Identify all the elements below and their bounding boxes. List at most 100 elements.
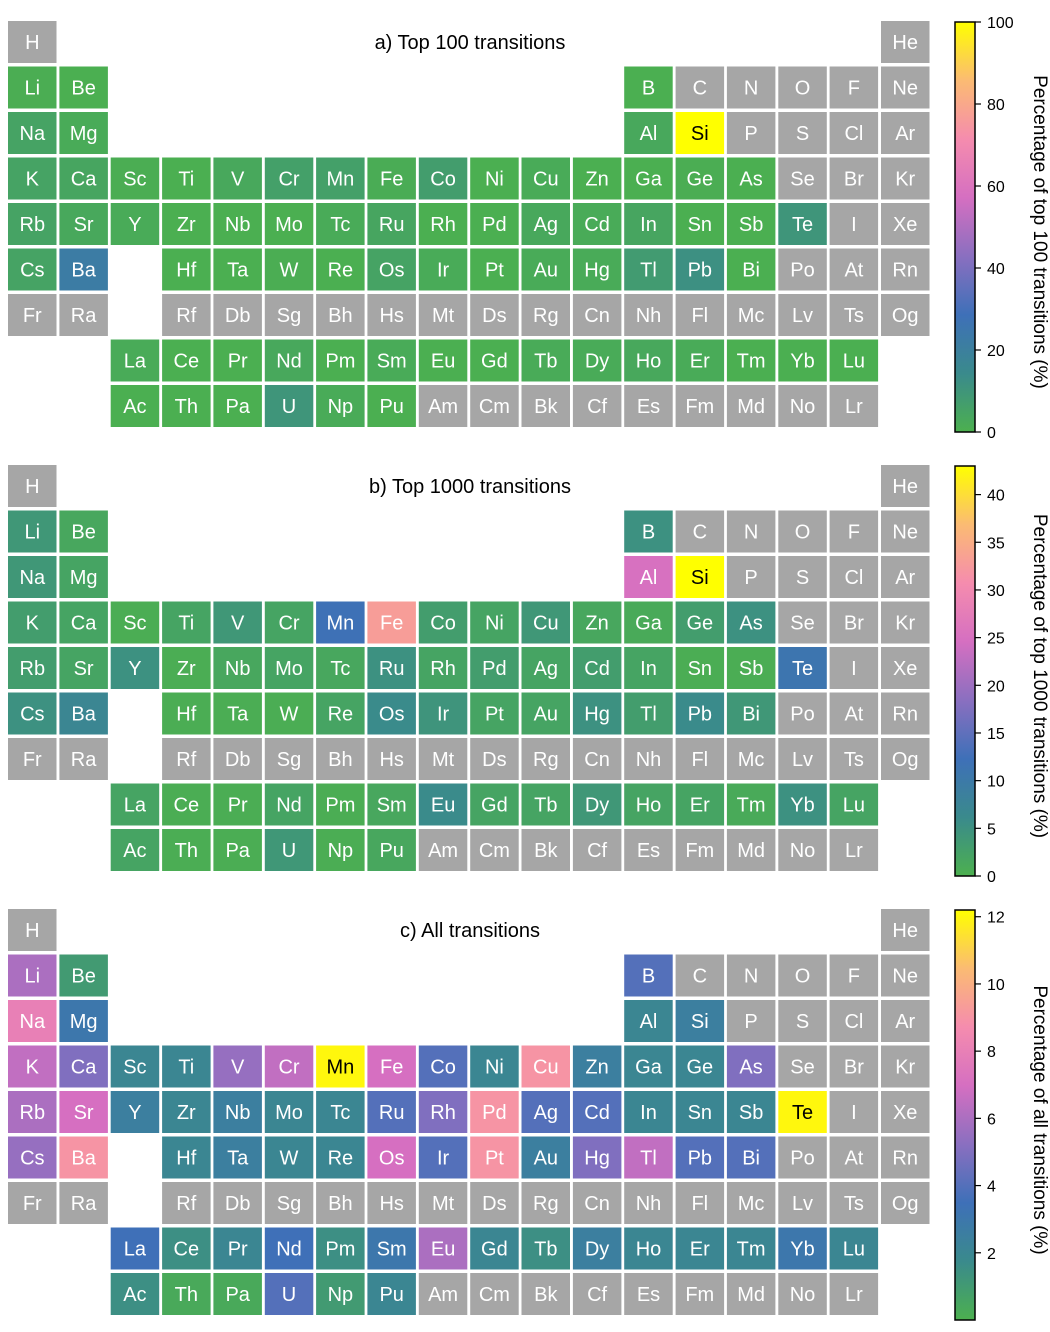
cell-label-Ag: Ag bbox=[534, 214, 558, 236]
cell-label-V: V bbox=[231, 613, 245, 635]
cell-label-Gd: Gd bbox=[481, 351, 508, 373]
cell-Au bbox=[521, 692, 570, 735]
cell-Mt bbox=[418, 738, 468, 780]
cell-label-As: As bbox=[739, 1057, 762, 1079]
panel-svg: H He Li Be B C N O F Ne Na Mg Al Si P S Cl Ar K Ca Sc Ti V Cr Mn… bbox=[8, 465, 1050, 886]
cell-Nd bbox=[264, 1227, 314, 1270]
cell-label-Ca: Ca bbox=[71, 169, 97, 191]
cell-Y bbox=[110, 203, 160, 245]
cell-Mn bbox=[316, 601, 365, 644]
cell-label-Ta: Ta bbox=[227, 1148, 249, 1170]
cell-label-Ts: Ts bbox=[844, 1193, 864, 1215]
cell-label-Og: Og bbox=[892, 305, 919, 327]
cell-label-Mn: Mn bbox=[327, 1057, 355, 1079]
cell-label-Xe: Xe bbox=[893, 214, 917, 236]
cell-Be bbox=[59, 954, 108, 997]
cell-label-Bh: Bh bbox=[328, 305, 352, 327]
cell-Cr bbox=[264, 1045, 314, 1088]
colorbar-label: Percentage of top 1000 transitions (%) bbox=[1029, 514, 1050, 838]
cell-label-Ga: Ga bbox=[635, 169, 663, 191]
cell-P bbox=[726, 1000, 776, 1042]
cell-label-Pr: Pr bbox=[228, 795, 248, 817]
cell-Dy bbox=[572, 339, 622, 382]
cell-U bbox=[264, 385, 314, 427]
cell-Ta bbox=[213, 248, 262, 291]
cell-Mt bbox=[418, 294, 468, 336]
cell-label-Ce: Ce bbox=[174, 1239, 200, 1261]
cell-label-Hg: Hg bbox=[584, 260, 610, 282]
cell-label-Ce: Ce bbox=[174, 351, 200, 373]
cell-label-Sg: Sg bbox=[277, 305, 301, 327]
cell-Pu bbox=[367, 829, 416, 871]
cell-Os bbox=[367, 1136, 416, 1179]
cell-Te bbox=[778, 647, 827, 689]
cell-label-Pt: Pt bbox=[485, 260, 504, 282]
cell-Lu bbox=[829, 1227, 879, 1270]
cell-Np bbox=[316, 1273, 365, 1315]
cell-Fl bbox=[675, 738, 725, 780]
cell-Be bbox=[59, 66, 108, 109]
cell-label-V: V bbox=[231, 1057, 245, 1079]
cell-label-Bk: Bk bbox=[534, 1284, 558, 1306]
cell-label-In: In bbox=[640, 658, 657, 680]
cell-label-Pr: Pr bbox=[228, 1239, 248, 1261]
cell-Tc bbox=[316, 1091, 365, 1133]
cell-V bbox=[213, 601, 262, 644]
cell-Cd bbox=[572, 203, 622, 245]
cell-Ds bbox=[470, 294, 519, 336]
cell-S bbox=[778, 556, 827, 598]
colorbar-tick-label: 6 bbox=[987, 1111, 996, 1128]
cell-Nd bbox=[264, 339, 314, 382]
cell-No bbox=[778, 829, 827, 871]
cell-Ac bbox=[110, 829, 160, 871]
cell-Md bbox=[726, 1273, 776, 1315]
cell-label-Tl: Tl bbox=[640, 1148, 657, 1170]
heatmap-panel-b: H He Li Be B C N O F Ne Na Mg Al Si P S Cl Ar K Ca Sc Ti V Cr Mn… bbox=[0, 444, 1050, 888]
cell-label-Se: Se bbox=[790, 169, 814, 191]
cell-Db bbox=[213, 294, 262, 336]
cell-Cm bbox=[470, 1273, 519, 1315]
cell-Pa bbox=[213, 829, 262, 871]
cell-label-Nb: Nb bbox=[225, 658, 251, 680]
cell-Rh bbox=[418, 1091, 468, 1133]
cell-label-Ru: Ru bbox=[379, 214, 405, 236]
cell-Ga bbox=[624, 1045, 673, 1088]
cell-label-Pa: Pa bbox=[225, 396, 250, 418]
cell-label-Tm: Tm bbox=[737, 351, 766, 373]
cell-label-Al: Al bbox=[640, 567, 658, 589]
cell-label-Ni: Ni bbox=[485, 1057, 504, 1079]
cell-Sn bbox=[675, 647, 725, 689]
cell-label-P: P bbox=[744, 123, 757, 145]
cell-label-Lr: Lr bbox=[845, 396, 863, 418]
cell-Bi bbox=[726, 248, 776, 291]
cell-label-Sb: Sb bbox=[739, 1102, 763, 1124]
cell-label-Fr: Fr bbox=[23, 749, 42, 771]
cell-Tc bbox=[316, 647, 365, 689]
cell-Po bbox=[778, 692, 827, 735]
cell-At bbox=[829, 1136, 879, 1179]
cell-label-Cn: Cn bbox=[584, 305, 610, 327]
cell-Bh bbox=[316, 738, 365, 780]
cell-Cm bbox=[470, 829, 519, 871]
cell-label-Sb: Sb bbox=[739, 658, 763, 680]
cell-label-Hf: Hf bbox=[176, 704, 196, 726]
cell-Nd bbox=[264, 783, 314, 826]
cell-label-Ba: Ba bbox=[71, 260, 96, 282]
cell-Br bbox=[829, 601, 879, 644]
cell-Rb bbox=[8, 1091, 57, 1133]
cell-label-Lu: Lu bbox=[843, 1239, 865, 1261]
cell-Rg bbox=[521, 738, 570, 780]
cell-label-Ga: Ga bbox=[635, 613, 663, 635]
cell-label-Ds: Ds bbox=[482, 1193, 506, 1215]
cell-F bbox=[829, 954, 879, 997]
cell-Ni bbox=[470, 157, 519, 200]
cell-label-Sc: Sc bbox=[123, 169, 146, 191]
cell-label-Pt: Pt bbox=[485, 1148, 504, 1170]
cell-label-Fr: Fr bbox=[23, 305, 42, 327]
cell-label-Mt: Mt bbox=[432, 1193, 455, 1215]
cell-K bbox=[8, 157, 57, 200]
cell-Cl bbox=[829, 112, 879, 154]
cell-Cn bbox=[572, 738, 622, 780]
cell-label-Cs: Cs bbox=[20, 704, 44, 726]
cell-label-Li: Li bbox=[25, 522, 41, 544]
